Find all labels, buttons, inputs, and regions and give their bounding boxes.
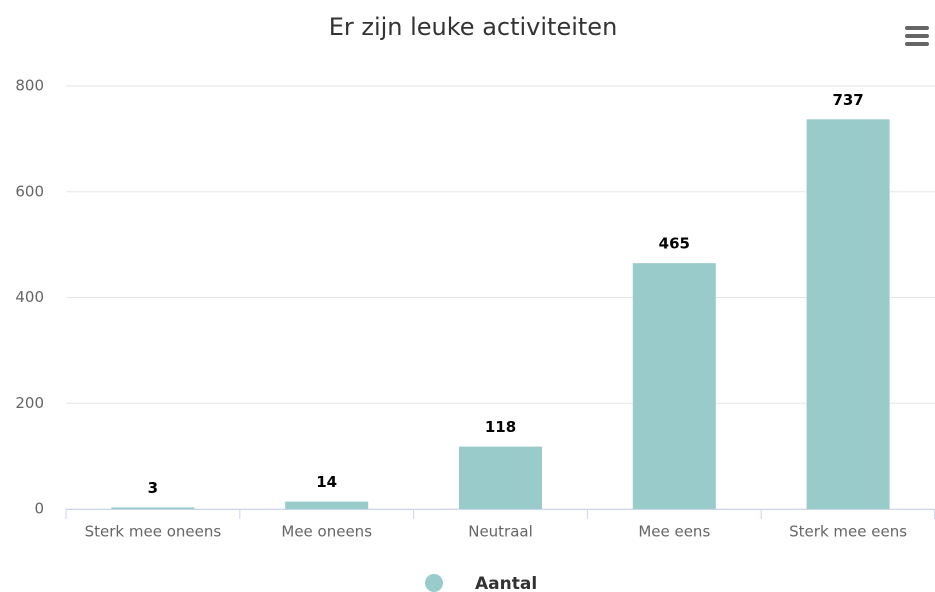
legend-label: Aantal bbox=[475, 574, 537, 592]
x-tick-label: Mee oneens bbox=[281, 523, 372, 541]
menu-bar bbox=[905, 42, 929, 46]
data-label: 465 bbox=[659, 235, 690, 253]
menu-bar bbox=[905, 34, 929, 38]
menu-button[interactable] bbox=[905, 26, 929, 46]
y-tick-label: 0 bbox=[34, 500, 44, 518]
menu-bar bbox=[905, 26, 929, 30]
chart-title: Er zijn leuke activiteiten bbox=[329, 13, 618, 41]
y-tick-label: 600 bbox=[15, 182, 44, 200]
legend-marker bbox=[425, 574, 443, 592]
x-tick-label: Mee eens bbox=[638, 523, 710, 541]
x-tick-label: Sterk mee oneens bbox=[85, 523, 222, 541]
x-tick-label: Neutraal bbox=[468, 523, 533, 541]
data-label: 14 bbox=[316, 473, 337, 491]
bar bbox=[632, 263, 716, 509]
y-tick-label: 200 bbox=[15, 394, 44, 412]
bar bbox=[459, 446, 542, 509]
y-tick-label: 400 bbox=[15, 288, 44, 306]
y-tick-label: 800 bbox=[15, 77, 44, 95]
bar bbox=[111, 507, 195, 509]
x-tick-label: Sterk mee eens bbox=[789, 523, 907, 541]
bar bbox=[285, 501, 369, 509]
bar bbox=[806, 119, 890, 509]
data-label: 118 bbox=[485, 418, 516, 436]
data-label: 737 bbox=[832, 91, 863, 109]
data-label: 3 bbox=[148, 479, 158, 497]
